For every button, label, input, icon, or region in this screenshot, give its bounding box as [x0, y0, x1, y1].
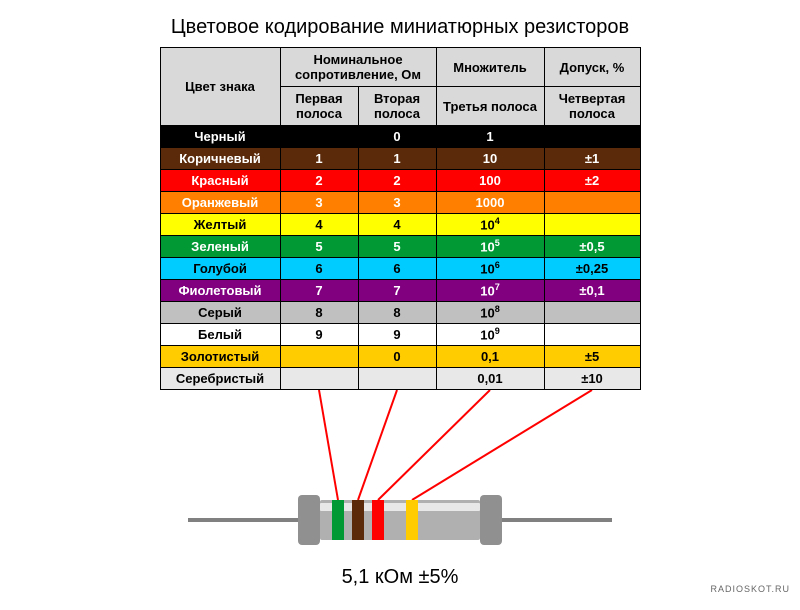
th-band1: Первая полоса	[280, 87, 358, 126]
pointer-line	[412, 390, 592, 500]
table-row: Красный22100±2	[160, 170, 640, 192]
band-cell: 0	[358, 346, 436, 368]
band-cell	[544, 302, 640, 324]
color-code-table-wrap: Цвет знака Номинальное сопротивление, Ом…	[0, 47, 800, 390]
resistor-value-label: 5,1 кОм ±5%	[0, 566, 800, 589]
band-cell: 2	[280, 170, 358, 192]
band-cell: 8	[358, 302, 436, 324]
band-cell	[280, 346, 358, 368]
band-cell: ±1	[544, 148, 640, 170]
band-cell: 10	[436, 148, 544, 170]
band-cell: 108	[436, 302, 544, 324]
color-name-cell: Черный	[160, 126, 280, 148]
table-row: Черный 01	[160, 126, 640, 148]
resistor-band	[406, 500, 418, 540]
band-cell: 5	[280, 236, 358, 258]
band-cell: ±0,5	[544, 236, 640, 258]
table-row: Серебристый 0,01±10	[160, 368, 640, 390]
band-cell: 107	[436, 280, 544, 302]
th-nominal-group: Номинальное сопротивление, Ом	[280, 48, 436, 87]
band-cell: 1	[358, 148, 436, 170]
band-cell	[280, 368, 358, 390]
band-cell: ±0,25	[544, 258, 640, 280]
band-cell: 9	[280, 324, 358, 346]
resistor-svg	[0, 390, 800, 570]
band-cell: ±5	[544, 346, 640, 368]
table-row: Зеленый55105±0,5	[160, 236, 640, 258]
pointer-line	[378, 390, 490, 500]
pointer-line	[319, 390, 338, 500]
th-color-name: Цвет знака	[160, 48, 280, 126]
th-multiplier: Множитель	[436, 48, 544, 87]
table-row: Коричневый1110±1	[160, 148, 640, 170]
band-cell: 1	[436, 126, 544, 148]
band-cell: 0,1	[436, 346, 544, 368]
band-cell: 0	[358, 126, 436, 148]
band-cell: 7	[358, 280, 436, 302]
resistor-body-group	[188, 495, 612, 545]
color-name-cell: Золотистый	[160, 346, 280, 368]
color-name-cell: Красный	[160, 170, 280, 192]
band-cell: 6	[358, 258, 436, 280]
table-row: Серый88108	[160, 302, 640, 324]
color-name-cell: Желтый	[160, 214, 280, 236]
color-name-cell: Оранжевый	[160, 192, 280, 214]
band-cell: 7	[280, 280, 358, 302]
resistor-band	[332, 500, 344, 540]
band-cell: 106	[436, 258, 544, 280]
color-name-cell: Голубой	[160, 258, 280, 280]
th-tolerance: Допуск, %	[544, 48, 640, 87]
band-cell: 6	[280, 258, 358, 280]
table-row: Фиолетовый77107±0,1	[160, 280, 640, 302]
band-cell: 9	[358, 324, 436, 346]
pointer-line	[358, 390, 397, 500]
band-cell: 1000	[436, 192, 544, 214]
color-rows: Черный01Коричневый1110±1Красный22100±2Ор…	[160, 126, 640, 390]
band-cell: ±0,1	[544, 280, 640, 302]
color-name-cell: Серебристый	[160, 368, 280, 390]
table-row: Золотистый 00,1±5	[160, 346, 640, 368]
band-cell	[544, 214, 640, 236]
color-name-cell: Зеленый	[160, 236, 280, 258]
page-title: Цветовое кодирование миниатюрных резисто…	[0, 0, 800, 47]
table-row: Желтый44104	[160, 214, 640, 236]
table-row: Белый99109	[160, 324, 640, 346]
band-cell: 105	[436, 236, 544, 258]
band-cell	[280, 126, 358, 148]
band-cell	[544, 126, 640, 148]
band-cell: 100	[436, 170, 544, 192]
band-cell: 3	[358, 192, 436, 214]
band-cell: 1	[280, 148, 358, 170]
th-band3: Третья полоса	[436, 87, 544, 126]
table-row: Голубой66106±0,25	[160, 258, 640, 280]
color-code-table: Цвет знака Номинальное сопротивление, Ом…	[160, 47, 641, 390]
resistor-diagram: 5,1 кОм ±5%	[0, 390, 800, 610]
band-cell: 8	[280, 302, 358, 324]
resistor-band	[372, 500, 384, 540]
band-cell: 4	[280, 214, 358, 236]
band-cell: 5	[358, 236, 436, 258]
band-cell: 109	[436, 324, 544, 346]
band-cell: 2	[358, 170, 436, 192]
table-row: Оранжевый331000	[160, 192, 640, 214]
th-band4: Четвертая полоса	[544, 87, 640, 126]
band-cell	[358, 368, 436, 390]
color-name-cell: Серый	[160, 302, 280, 324]
band-cell	[544, 192, 640, 214]
band-cell: 0,01	[436, 368, 544, 390]
pointer-lines	[319, 390, 592, 500]
band-cell: ±10	[544, 368, 640, 390]
color-name-cell: Белый	[160, 324, 280, 346]
band-cell	[544, 324, 640, 346]
watermark: RADIOSKOT.RU	[710, 584, 790, 594]
band-cell: 3	[280, 192, 358, 214]
th-band2: Вторая полоса	[358, 87, 436, 126]
band-cell: 104	[436, 214, 544, 236]
band-cell: ±2	[544, 170, 640, 192]
resistor-band	[352, 500, 364, 540]
color-name-cell: Фиолетовый	[160, 280, 280, 302]
band-cell: 4	[358, 214, 436, 236]
color-name-cell: Коричневый	[160, 148, 280, 170]
